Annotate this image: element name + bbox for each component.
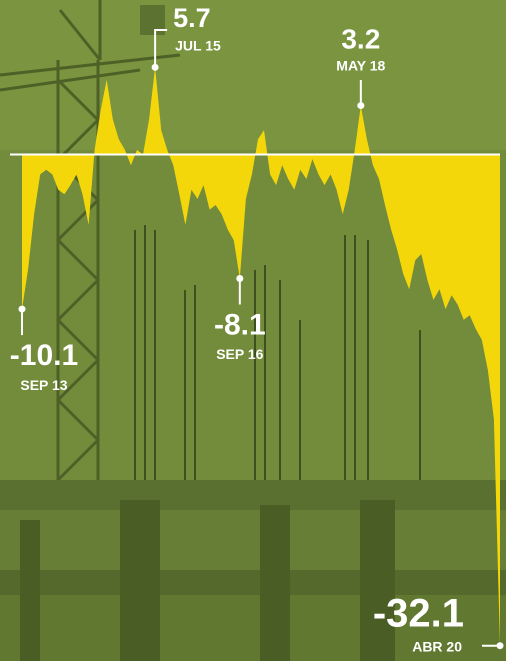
date-label: JUL 15 xyxy=(175,38,221,54)
value-label: -32.1 xyxy=(373,591,464,635)
point-marker xyxy=(151,63,159,71)
date-label: ABR 20 xyxy=(412,638,462,654)
value-label: -10.1 xyxy=(10,339,78,372)
point-marker xyxy=(236,274,244,282)
date-label: SEP 16 xyxy=(216,346,263,362)
callout-line xyxy=(154,29,168,68)
value-label: 5.7 xyxy=(173,3,211,33)
value-label: -8.1 xyxy=(214,308,266,341)
point-marker xyxy=(357,102,365,110)
plot-area: -10.1 SEP 13 5.7 JUL 15 -8.1 SEP 16 3.2 MAY 18 -… xyxy=(10,3,504,654)
point-marker xyxy=(18,305,26,313)
date-label: MAY 18 xyxy=(336,58,385,74)
date-label: SEP 13 xyxy=(20,377,67,393)
value-label: 3.2 xyxy=(341,23,380,54)
point-marker xyxy=(496,642,504,650)
